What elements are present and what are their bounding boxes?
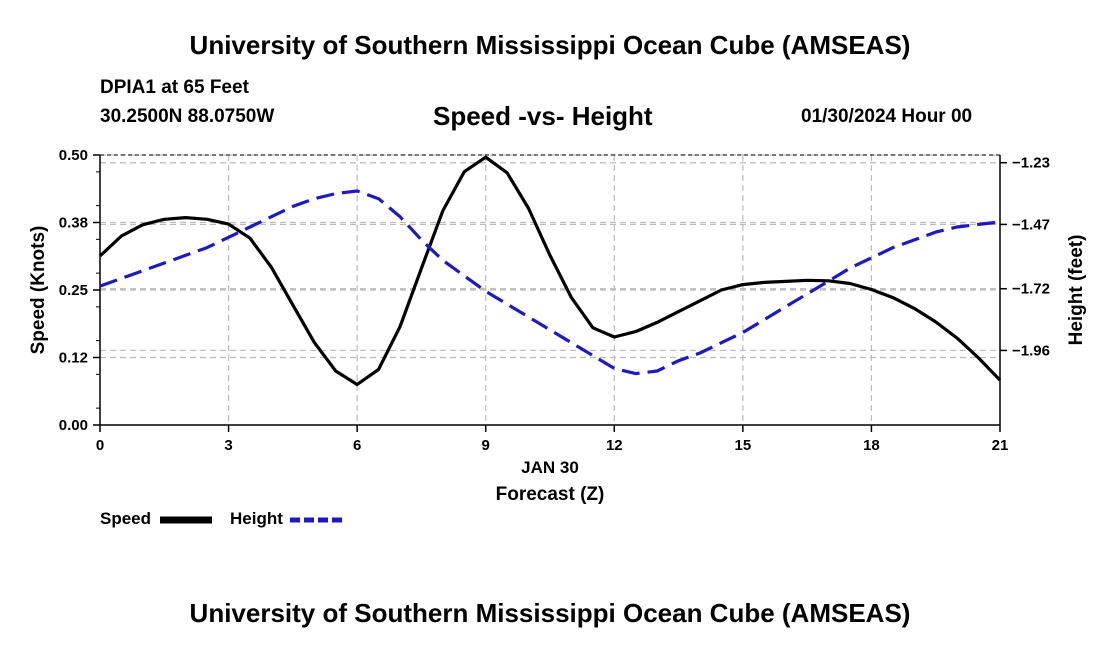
x-tick-label: 0 [96, 437, 104, 454]
y-axis-title: Speed (Knots) [28, 226, 49, 355]
x-tick-label: 21 [992, 437, 1009, 454]
chart-subtitle: Speed -vs- Height [433, 101, 653, 131]
legend-speed-line [160, 516, 212, 524]
y2-tick-label: −1.72 [1012, 281, 1050, 298]
x-tick-label: 15 [735, 437, 752, 454]
y-tick-label: 0.12 [59, 350, 88, 367]
x-axis-date: JAN 30 [521, 458, 579, 477]
footer-title: University of Southern Mississippi Ocean… [189, 598, 911, 628]
x-tick-label: 9 [482, 437, 490, 454]
chart-title: University of Southern Mississippi Ocean… [189, 30, 911, 60]
y2-tick-label: −1.47 [1012, 216, 1050, 233]
y-tick-label: 0.00 [59, 417, 88, 434]
y2-tick-label: −1.96 [1012, 342, 1050, 359]
x-tick-label: 12 [606, 437, 623, 454]
series-speed-line [98, 155, 1002, 387]
coordinates-label: 30.2500N 88.0750W [100, 106, 275, 127]
x-tick-label: 3 [224, 437, 232, 454]
forecast-datetime: 01/30/2024 Hour 00 [801, 106, 973, 127]
y-tick-label: 0.38 [59, 215, 88, 232]
x-tick-label: 18 [863, 437, 880, 454]
legend-height-line [290, 517, 342, 523]
station-label: DPIA1 at 65 Feet [100, 77, 249, 98]
y-tick-label: 0.50 [59, 147, 88, 164]
y2-axis-title: Height (feet) [1066, 235, 1087, 346]
x-axis-title: Forecast (Z) [496, 484, 605, 505]
legend-speed-label: Speed [100, 509, 152, 528]
x-tick-label: 6 [353, 437, 361, 454]
y2-tick-label: −1.23 [1012, 155, 1050, 172]
y-tick-label: 0.25 [59, 282, 88, 299]
speed-height-chart: 0 3 6 9 12 15 18 21 0.00 0.12 0.25 0.38 0.50 −1.23 −1.… [28, 147, 1087, 505]
legend-height-label: Height [230, 509, 283, 528]
series-height-line [99, 189, 1001, 376]
